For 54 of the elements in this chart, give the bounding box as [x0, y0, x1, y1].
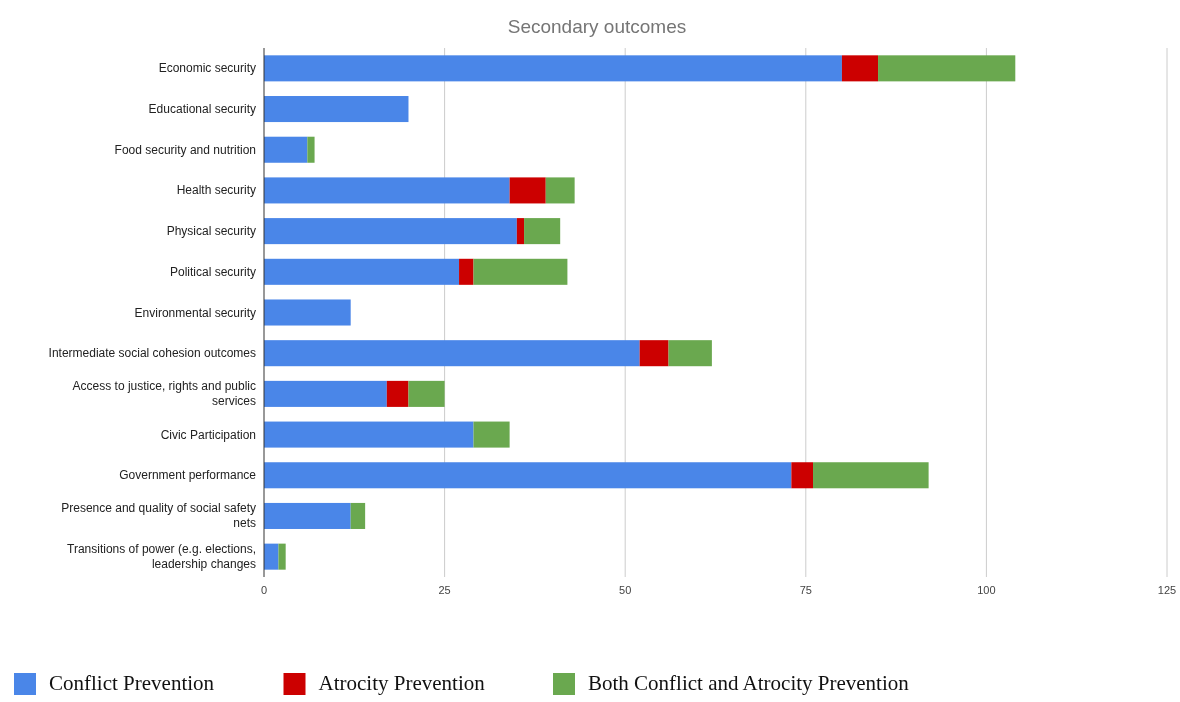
bar [264, 177, 510, 204]
y-tick-label: Intermediate social cohesion outcomes [48, 346, 256, 361]
chart-title: Secondary outcomes [507, 16, 687, 37]
y-tick-label: Economic security [158, 61, 256, 76]
x-tick-label: 25 [438, 584, 451, 596]
y-tick-label: Environmental security [134, 305, 256, 320]
bar [473, 258, 568, 285]
bar [878, 55, 1016, 82]
y-tick-label: Health security [176, 183, 256, 198]
legend-label: Conflict Prevention [49, 671, 215, 695]
y-tick-label: Physical security [166, 224, 256, 239]
bar [813, 462, 929, 489]
bar [264, 380, 387, 407]
bar [264, 96, 409, 123]
bar [264, 55, 842, 82]
bar [791, 462, 814, 489]
bar [350, 502, 366, 529]
bar [307, 136, 315, 163]
x-tick-label: 0 [260, 584, 268, 596]
x-tick-label: 50 [619, 584, 632, 596]
bar [264, 502, 351, 529]
y-tick-label: Political security [169, 264, 256, 279]
bar [264, 421, 474, 448]
y-tick-label: Presence and quality of social safety nets [61, 501, 256, 531]
x-tick-label: 125 [1157, 584, 1177, 596]
legend-label: Atrocity Prevention [318, 671, 486, 695]
bar [545, 177, 575, 204]
bar [509, 177, 546, 204]
x-tick-label: 100 [977, 584, 996, 596]
bar [264, 136, 308, 163]
bar [264, 299, 351, 326]
bar [516, 218, 525, 245]
y-tick-label: Government performance [119, 468, 257, 483]
bar [264, 462, 792, 489]
bar [278, 543, 286, 570]
bar [524, 218, 561, 245]
y-tick-label: Access to justice, rights and public services [72, 379, 256, 409]
bar [841, 55, 879, 82]
bar [264, 258, 460, 285]
y-tick-label: Educational security [148, 102, 256, 117]
bar [668, 340, 712, 367]
bar [386, 380, 409, 407]
x-tick-label: 75 [799, 584, 812, 596]
bar [459, 258, 474, 285]
bar [473, 421, 510, 448]
bar [639, 340, 669, 367]
bar [264, 543, 279, 570]
bar [264, 340, 640, 367]
bar [264, 218, 517, 245]
y-tick-label: Transitions of power (e.g. elections, leadership changes [67, 542, 256, 572]
y-tick-label: Food security and nutrition [114, 142, 256, 157]
y-tick-label: Civic Participation [160, 427, 256, 442]
bar [408, 380, 445, 407]
legend-label: Both Conflict and Atrocity Prevention [588, 671, 910, 695]
